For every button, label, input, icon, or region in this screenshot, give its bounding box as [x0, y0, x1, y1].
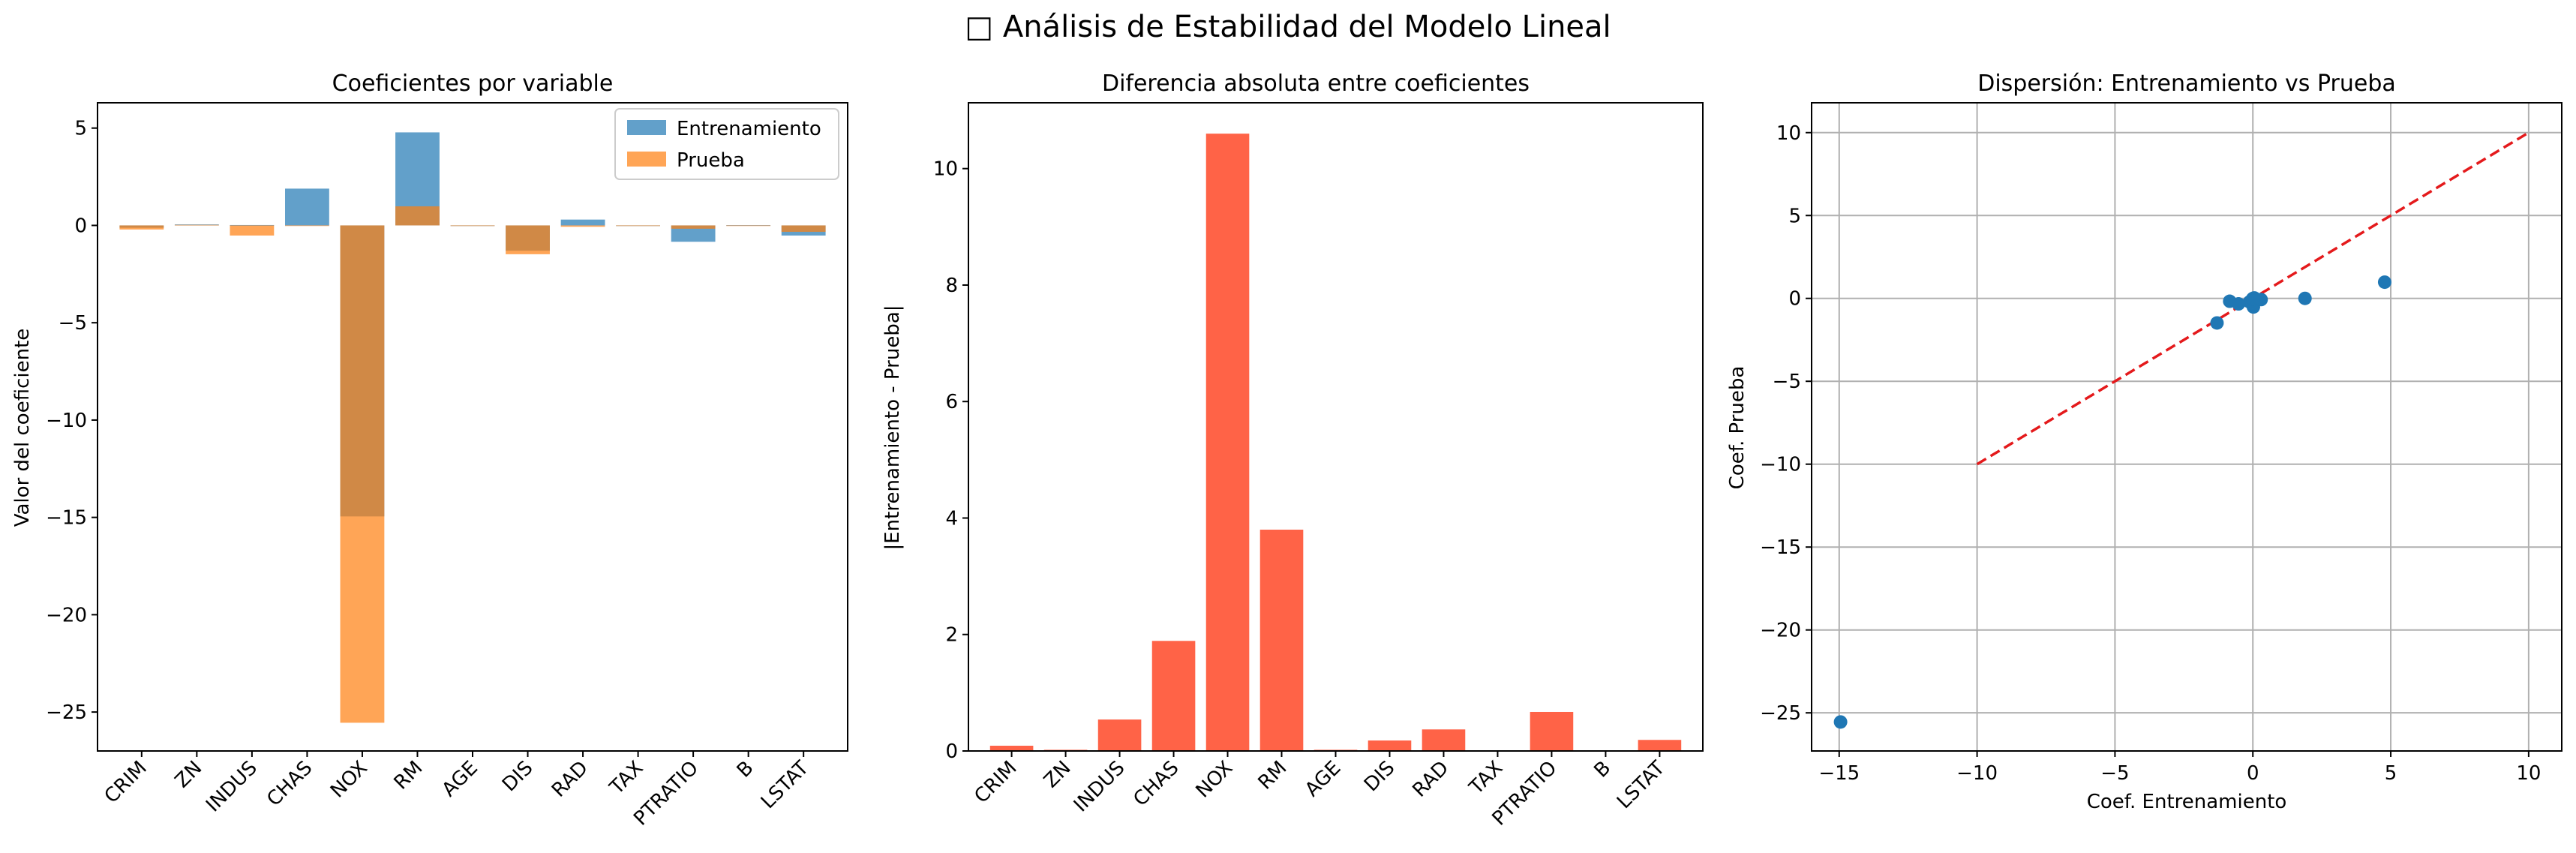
- chart1-bar-prueba: [781, 225, 826, 233]
- chart3-y-tick-label: −15: [1760, 536, 1801, 559]
- chart1-bar-prueba: [450, 225, 495, 227]
- chart3-point: [2210, 316, 2224, 330]
- chart2-bar: [1368, 740, 1412, 751]
- chart3-x-axis-label: Coef. Entrenamiento: [2087, 791, 2287, 813]
- chart1-bar-prueba: [395, 206, 440, 226]
- chart3-point: [2232, 297, 2246, 311]
- legend-label-entrenamiento: Entrenamiento: [677, 118, 821, 140]
- chart3-x-tick-label: 0: [2247, 762, 2259, 785]
- chart3-x-tick-label: −10: [1956, 762, 1998, 785]
- chart2-bar: [1259, 530, 1304, 751]
- chart1-bar-prueba: [506, 225, 550, 254]
- chart1-bar-prueba: [340, 225, 385, 723]
- chart1-bar-prueba: [671, 225, 716, 229]
- chart3-point: [2377, 275, 2391, 290]
- chart1-bar-entrenamiento: [285, 188, 329, 226]
- chart3-x-tick-label: −15: [1818, 762, 1860, 785]
- chart2-y-tick-label: 2: [945, 624, 958, 647]
- scatter-chart: Dispersión: Entrenamiento vs Prueba Coef…: [1726, 71, 2562, 813]
- chart1-bar-entrenamiento: [671, 225, 716, 242]
- chart2-y-tick-label: 10: [933, 158, 958, 181]
- legend-frame: [614, 108, 839, 180]
- chart2-bar: [989, 746, 1034, 751]
- chart2-axes-frame: [968, 102, 1704, 752]
- chart3-plot-area: −15 −10 −5 0 5 10 10 5 0 −5 −10 −15 −20 −25: [1760, 102, 2562, 785]
- chart3-y-tick-label: 0: [1788, 288, 1801, 311]
- chart1-y-tick-label: −5: [59, 312, 87, 335]
- chart3-y-tick-label: 5: [1788, 205, 1801, 227]
- chart1-axes-frame: [97, 102, 848, 752]
- chart2-bar: [1097, 719, 1142, 751]
- chart3-title: Dispersión: Entrenamiento vs Prueba: [1977, 71, 2396, 97]
- chart1-y-tick-label: −15: [46, 507, 87, 530]
- chart1-y-tick-label: −20: [46, 604, 87, 626]
- chart2-y-tick-label: 8: [945, 275, 958, 297]
- chart1-y-tick-label: 5: [74, 118, 87, 140]
- chart1-y-tick-label: 0: [74, 215, 87, 237]
- chart1-y-tick-label: −10: [46, 410, 87, 432]
- chart3-y-tick-label: −5: [1773, 371, 1801, 393]
- chart3-y-tick-label: −25: [1760, 702, 1801, 725]
- chart2-y-tick-label: 0: [945, 740, 958, 763]
- chart3-x-tick-label: 10: [2516, 762, 2541, 785]
- chart3-point: [1833, 715, 1848, 729]
- chart3-x-tick-label: −5: [2100, 762, 2129, 785]
- chart1-bar-prueba: [285, 225, 329, 227]
- legend-swatch-prueba: [627, 152, 666, 167]
- chart2-bar: [1530, 711, 1574, 751]
- chart2-y-tick-label: 4: [945, 507, 958, 530]
- chart2-bar: [1151, 641, 1196, 751]
- chart2-bar: [1422, 729, 1466, 751]
- chart1-bar-prueba: [119, 225, 164, 230]
- chart3-axes-frame: [1811, 102, 2562, 752]
- chart1-bar-prueba: [616, 225, 660, 227]
- chart1-y-tick-label: −25: [46, 701, 87, 724]
- chart1-bar-prueba: [174, 224, 219, 226]
- chart3-x-tick-label: 5: [2385, 762, 2397, 785]
- chart2-y-axis-label: |Entrenamiento - Prueba|: [881, 305, 904, 550]
- chart2-bar: [1638, 740, 1682, 751]
- chart3-y-tick-label: −10: [1760, 454, 1801, 476]
- chart2-title: Diferencia absoluta entre coeficientes: [1102, 71, 1530, 97]
- chart1-y-axis-label: Valor del coeficiente: [11, 329, 34, 527]
- chart1-bar-prueba: [726, 225, 771, 227]
- chart1-bar-prueba: [560, 225, 605, 227]
- chart2-bar: [1205, 134, 1250, 752]
- figure-suptitle: □ Análisis de Estabilidad del Modelo Lin…: [965, 10, 1611, 44]
- chart2-y-tick-label: 6: [945, 391, 958, 413]
- chart3-point: [2246, 291, 2260, 305]
- legend-label-prueba: Prueba: [677, 149, 745, 172]
- chart1-bar-prueba: [230, 225, 275, 236]
- chart3-y-tick-label: −20: [1760, 620, 1801, 642]
- chart1-legend[interactable]: Entrenamiento Prueba: [614, 108, 839, 180]
- chart3-y-axis-label: Coef. Prueba: [1726, 366, 1749, 490]
- chart1-title: Coeficientes por variable: [332, 71, 614, 97]
- chart3-point: [2298, 291, 2312, 305]
- chart3-y-tick-label: 10: [1776, 122, 1801, 145]
- chart1-bar-entrenamiento: [560, 219, 605, 226]
- chart1-bar-entrenamiento: [230, 224, 275, 226]
- legend-swatch-entrenamiento: [627, 120, 666, 135]
